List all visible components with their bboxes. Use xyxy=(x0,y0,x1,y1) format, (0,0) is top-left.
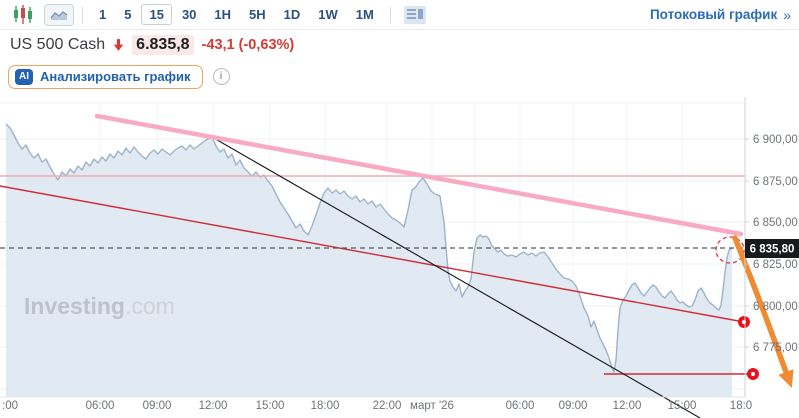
x-axis-label: март '26 xyxy=(410,400,454,412)
price-down-arrow-icon xyxy=(113,39,124,51)
chart-header: 1 5 15 30 1H 5H 1D 1W 1M Потоковый график » US 5… xyxy=(0,0,799,92)
x-axis-label: 18:00 xyxy=(311,400,340,412)
timeframe-button-1H[interactable]: 1H xyxy=(206,4,239,25)
x-axis-label: 18:0 xyxy=(730,400,752,412)
timeframe-button-1M[interactable]: 1M xyxy=(348,4,382,25)
x-axis-label: 15:00 xyxy=(256,400,285,412)
y-axis-label: 6 875,00 xyxy=(753,176,798,188)
investing-watermark: Investing.com xyxy=(24,293,175,319)
timeframe-button-5H[interactable]: 5H xyxy=(241,4,274,25)
timeframe-button-1D[interactable]: 1D xyxy=(276,4,309,25)
y-axis-label: 6 825,00 xyxy=(753,259,798,271)
timeframe-button-1[interactable]: 1 xyxy=(91,4,114,25)
streaming-chart-link[interactable]: Потоковый график » xyxy=(650,7,791,23)
price-area-fill xyxy=(6,124,732,397)
chevron-right-icon: » xyxy=(783,6,791,23)
info-icon[interactable]: i xyxy=(212,68,230,85)
orange-arrow-head xyxy=(778,369,794,388)
x-axis-label: 22:00 xyxy=(373,400,402,412)
ai-row: AI Анализировать график i xyxy=(0,60,799,92)
y-axis-label: 6 800,00 xyxy=(753,301,798,313)
timeframe-group: 1 5 15 30 1H 5H 1D 1W 1M xyxy=(91,4,382,25)
last-price: 6.835,8 xyxy=(132,35,194,55)
instrument-row: US 500 Cash 6.835,8 -43,1 (-0,63%) xyxy=(0,30,799,60)
analyze-chart-label: Анализировать график xyxy=(40,69,191,84)
streaming-chart-label: Потоковый график xyxy=(649,7,778,22)
x-axis-label: :00 xyxy=(2,400,18,412)
x-axis-label: 15:00 xyxy=(668,400,697,412)
orange-arrow[interactable] xyxy=(732,235,789,375)
current-price-badge xyxy=(745,239,799,258)
red-trendline[interactable] xyxy=(0,185,745,323)
news-panel-icon xyxy=(403,5,426,24)
price-change: -43,1 (-0,63%) xyxy=(201,37,295,53)
candlestick-chart-button[interactable] xyxy=(8,3,38,27)
x-axis-label: 09:00 xyxy=(559,400,588,412)
timeframe-button-15[interactable]: 15 xyxy=(141,4,172,25)
black-trendline[interactable] xyxy=(211,136,701,418)
toolbar-divider xyxy=(389,6,391,23)
timeframe-button-5[interactable]: 5 xyxy=(116,4,139,25)
price-line xyxy=(5,123,733,373)
analyze-chart-button[interactable]: AI Анализировать график xyxy=(8,64,203,89)
price-highlight-ellipse xyxy=(715,236,745,264)
news-panel-button[interactable] xyxy=(399,3,431,27)
area-chart-icon xyxy=(50,10,68,20)
y-axis-label: 6 775,00 xyxy=(753,342,798,354)
timeframe-button-1W[interactable]: 1W xyxy=(310,4,346,25)
y-axis-label: 6 850,00 xyxy=(753,217,798,229)
x-axis-label: 09:00 xyxy=(143,400,172,412)
trendline-handle-center xyxy=(750,371,756,377)
timeframe-button-30[interactable]: 30 xyxy=(174,4,204,25)
x-axis-label: 12:00 xyxy=(613,400,642,412)
x-axis-label: 06:00 xyxy=(506,400,535,412)
chart-toolbar: 1 5 15 30 1H 5H 1D 1W 1M Потоковый график » xyxy=(0,0,799,30)
toolbar-divider xyxy=(82,6,83,23)
y-axis-label: 6 900,00 xyxy=(753,134,798,146)
area-chart-button[interactable] xyxy=(44,3,74,26)
instrument-name: US 500 Cash xyxy=(10,36,106,53)
pink-trendline[interactable] xyxy=(94,113,744,237)
ai-badge-icon: AI xyxy=(15,68,33,85)
current-price-badge-label: 6 835,80 xyxy=(750,244,795,256)
x-axis-label: 12:00 xyxy=(199,400,228,412)
candlestick-chart-icon xyxy=(14,4,32,24)
x-axis-label: 06:00 xyxy=(86,400,115,412)
